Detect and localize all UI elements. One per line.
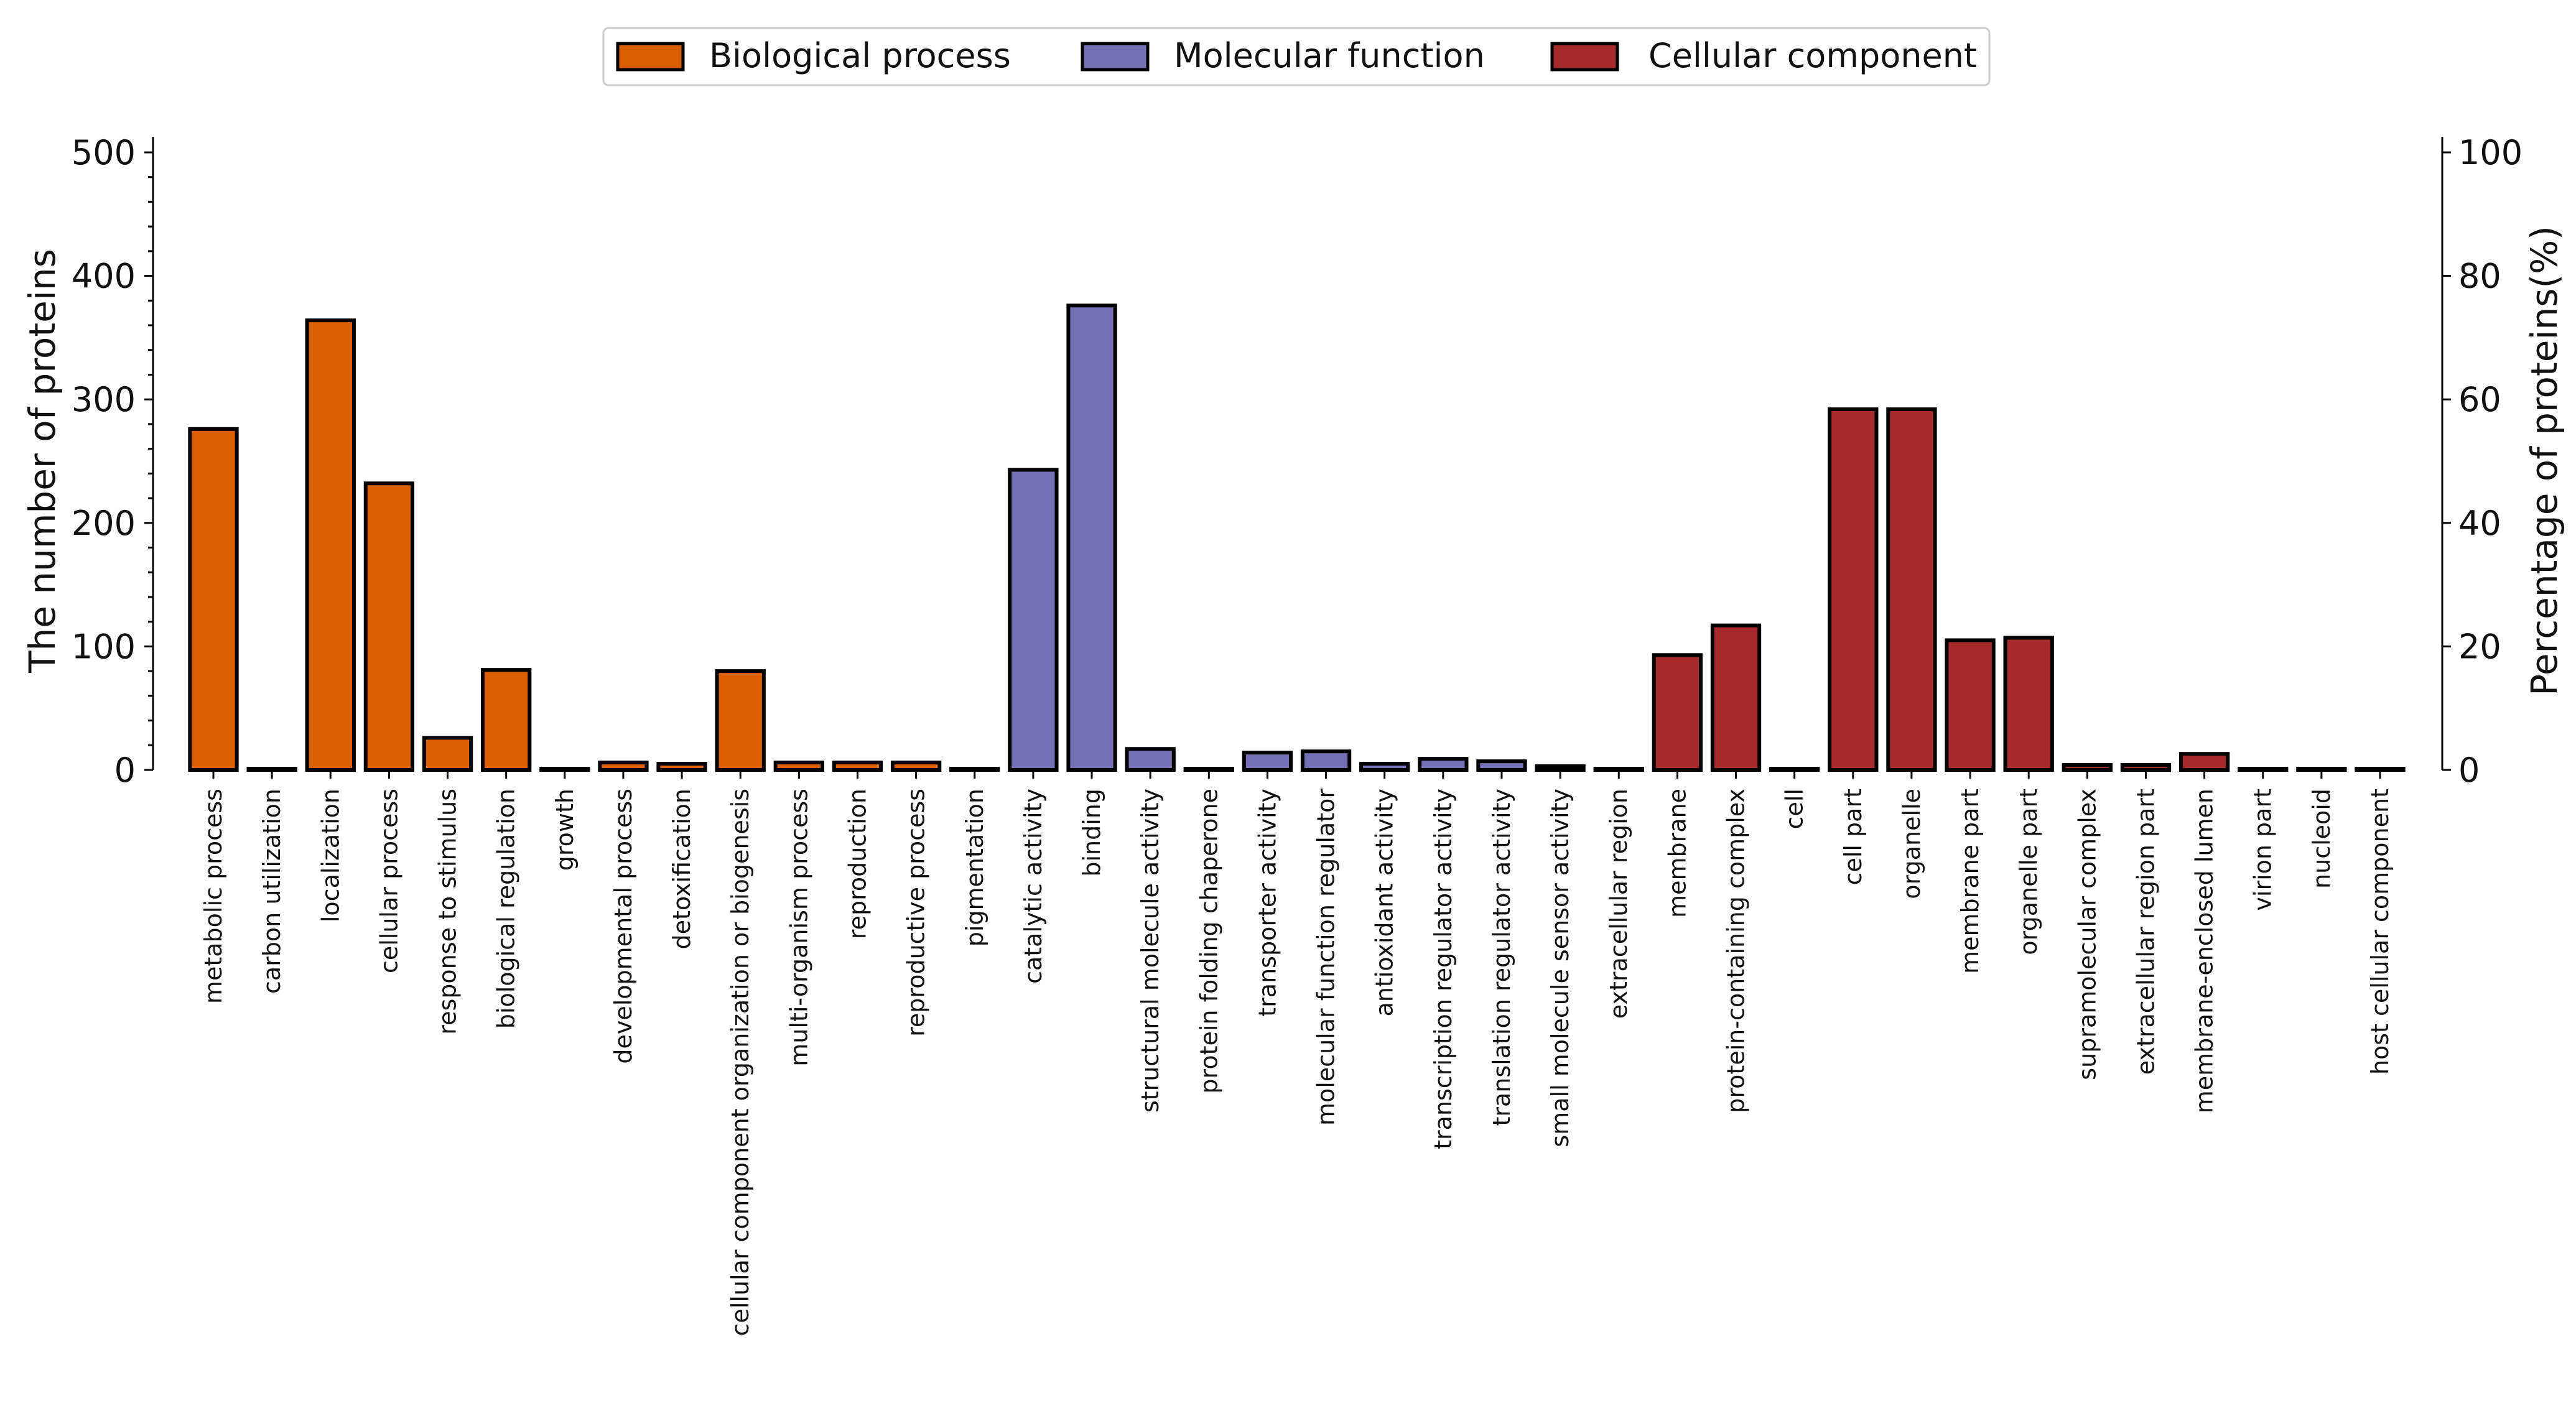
bar-biological-regulation (481, 668, 532, 772)
x-tick-label: membrane (1663, 789, 1691, 918)
bar-cell-part (1828, 407, 1879, 772)
x-tick-label: virion part (2249, 789, 2277, 911)
x-tick-label: nucleoid (2308, 789, 2335, 889)
x-tick-label: antioxidant activity (1371, 789, 1398, 1017)
x-tick-label: metabolic process (200, 789, 227, 1004)
bar-detoxification (656, 762, 707, 772)
y-axis-title-left: The number of proteins (21, 249, 63, 674)
y-tick-label-left: 100 (72, 627, 136, 666)
bar-supramolecular-complex (2062, 763, 2113, 772)
y-axis-title-right: Percentage of proteins(%) (2523, 226, 2565, 696)
bar-metabolic-process (188, 427, 239, 772)
x-tick-label: organelle (1898, 789, 1925, 899)
x-tick-label: membrane-enclosed lumen (2191, 789, 2218, 1113)
y-tick-label-left: 500 (72, 133, 136, 172)
legend-swatch-molecular-function (1081, 42, 1150, 72)
bar-pigmentation (949, 767, 1000, 772)
legend-label-cellular-component: Cellular component (1648, 36, 1977, 75)
bar-membrane-enclosed-lumen (2178, 752, 2230, 772)
bar-cell (1769, 767, 1820, 772)
x-tick-label: extracellular region part (2132, 789, 2159, 1075)
legend: Biological process Molecular function Ce… (602, 27, 1991, 86)
bar-organelle-part (2003, 636, 2054, 772)
x-tick-label: multi-organism process (785, 789, 812, 1067)
x-tick-label: biological regulation (493, 789, 520, 1029)
x-tick-label: catalytic activity (1020, 789, 1047, 984)
bar-reproduction (832, 761, 883, 772)
bar-developmental-process (598, 761, 649, 772)
y-tick-label-left: 400 (72, 257, 136, 296)
bar-nucleoid (2296, 767, 2347, 772)
x-tick-label: protein-containing complex (1723, 789, 1750, 1113)
bar-translation-regulator-activity (1476, 759, 1527, 772)
y-tick-label-right: 40 (2458, 504, 2501, 543)
x-tick-label: reproduction (844, 789, 871, 939)
bar-extracellular-region (1593, 767, 1644, 772)
bar-response-to-stimulus (422, 736, 473, 772)
x-tick-label: host cellular component (2366, 789, 2394, 1075)
x-tick-label: developmental process (610, 789, 637, 1064)
bar-molecular-function-regulator (1300, 749, 1352, 772)
x-tick-label: binding (1078, 789, 1105, 877)
x-tick-label: growth (551, 789, 579, 871)
x-tick-label: cellular process (375, 789, 402, 973)
bar-structural-molecule-activity (1125, 747, 1176, 772)
y-tick-label-left: 300 (72, 380, 136, 419)
y-tick-label-right: 0 (2458, 751, 2480, 790)
bar-growth (539, 767, 590, 772)
x-tick-label: localization (317, 789, 344, 922)
x-tick-label: reproductive process (903, 789, 930, 1037)
bar-reproductive-process (890, 761, 942, 772)
bar-membrane (1652, 653, 1703, 772)
x-tick-label: carbon utilization (258, 789, 286, 994)
legend-label-biological-process: Biological process (709, 36, 1011, 75)
bar-protein-folding-chaperone (1183, 767, 1234, 772)
x-tick-label: extracellular region (1605, 789, 1632, 1019)
x-tick-label: pigmentation (961, 789, 988, 947)
x-tick-label: response to stimulus (434, 789, 462, 1035)
x-tick-label: transcription regulator activity (1430, 789, 1457, 1149)
legend-swatch-biological-process (616, 42, 685, 72)
y-tick-label-right: 20 (2458, 627, 2501, 666)
bar-transporter-activity (1242, 751, 1293, 772)
bar-multi-organism-process (773, 761, 825, 772)
y-tick-label-left: 0 (114, 751, 136, 790)
bar-membrane-part (1945, 638, 1996, 772)
y-tick-label-right: 100 (2458, 133, 2523, 172)
x-tick-label: cellular component organization or bioge… (727, 789, 754, 1336)
x-tick-label: supramolecular complex (2073, 789, 2101, 1080)
bar-carbon-utilization (246, 767, 297, 772)
x-tick-label: cell part (1839, 789, 1867, 885)
legend-swatch-cellular-component (1550, 42, 1619, 72)
bar-binding (1066, 303, 1117, 772)
x-tick-label: small molecule sensor activity (1546, 789, 1574, 1147)
bar-antioxidant-activity (1359, 762, 1410, 772)
x-tick-label: cell (1781, 789, 1808, 829)
x-tick-label: structural molecule activity (1137, 789, 1164, 1113)
legend-label-molecular-function: Molecular function (1174, 36, 1485, 75)
x-tick-label: membrane part (1956, 789, 1984, 974)
bar-host-cellular-component (2355, 767, 2406, 772)
x-tick-label: detoxification (668, 789, 695, 949)
x-tick-label: protein folding chaperone (1195, 789, 1222, 1094)
bar-small-molecule-sensor-activity (1535, 764, 1586, 772)
legend-frame (602, 27, 1991, 86)
bar-transcription-regulator-activity (1418, 757, 1469, 772)
bar-catalytic-activity (1008, 468, 1059, 772)
x-tick-label: transporter activity (1253, 789, 1281, 1017)
x-tick-label: translation regulator activity (1488, 789, 1515, 1126)
bar-cellular-process (363, 481, 415, 772)
x-tick-label: molecular function regulator (1313, 789, 1340, 1126)
bar-extracellular-region-part (2120, 763, 2172, 772)
bar-organelle (1886, 407, 1937, 772)
bar-protein-containing-complex (1710, 623, 1762, 772)
x-tick-label: organelle part (2015, 789, 2042, 955)
bar-localization (305, 318, 356, 772)
y-tick-label-right: 80 (2458, 257, 2501, 296)
bar-cellular-component-organization-or-biogenesis (715, 669, 766, 772)
bar-virion-part (2238, 767, 2289, 772)
y-tick-label-left: 200 (72, 504, 136, 543)
y-tick-label-right: 60 (2458, 380, 2501, 419)
